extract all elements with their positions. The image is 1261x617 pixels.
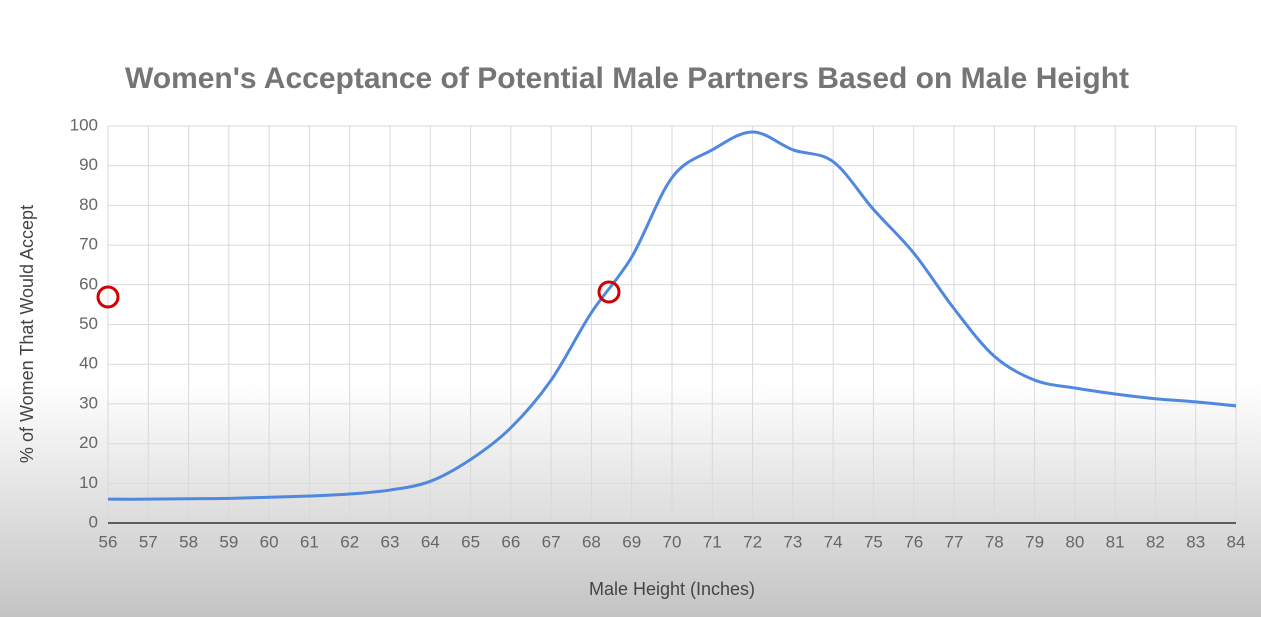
x-tick-label: 77 — [945, 532, 964, 551]
y-tick-label: 40 — [79, 354, 98, 373]
x-tick-label: 57 — [139, 532, 158, 551]
x-tick-label: 72 — [743, 532, 762, 551]
x-tick-label: 58 — [179, 532, 198, 551]
y-tick-label: 50 — [79, 314, 98, 333]
x-tick-label: 60 — [260, 532, 279, 551]
y-tick-label: 80 — [79, 195, 98, 214]
x-tick-label: 75 — [864, 532, 883, 551]
y-tick-label: 10 — [79, 473, 98, 492]
x-tick-label: 81 — [1106, 532, 1125, 551]
x-tick-label: 68 — [582, 532, 601, 551]
x-tick-label: 62 — [340, 532, 359, 551]
y-tick-label: 0 — [89, 512, 98, 531]
x-tick-label: 70 — [663, 532, 682, 551]
x-tick-label: 61 — [300, 532, 319, 551]
x-tick-label: 82 — [1146, 532, 1165, 551]
y-axis-title: % of Women That Would Accept — [17, 205, 37, 463]
x-tick-label: 79 — [1025, 532, 1044, 551]
x-tick-label: 59 — [219, 532, 238, 551]
chart-title: Women's Acceptance of Potential Male Par… — [125, 62, 1129, 95]
highlight-circle — [597, 280, 621, 304]
plot-area: 0 10 20 30 40 50 60 70 80 90 100 56 57 58 59 60 61 62 63 64… — [70, 115, 1246, 551]
y-tick-label: 60 — [79, 274, 98, 293]
x-tick-label: 71 — [703, 532, 722, 551]
x-tick-label: 73 — [783, 532, 802, 551]
x-tick-label: 56 — [99, 532, 118, 551]
x-tick-label: 69 — [622, 532, 641, 551]
y-tick-label: 20 — [79, 433, 98, 452]
y-tick-label: 70 — [79, 235, 98, 254]
y-tick-label: 90 — [79, 155, 98, 174]
x-tick-label: 83 — [1186, 532, 1205, 551]
x-axis-title: Male Height (Inches) — [589, 579, 755, 599]
x-tick-label: 78 — [985, 532, 1004, 551]
x-tick-label: 80 — [1065, 532, 1084, 551]
data-line — [107, 130, 1237, 501]
x-tick-label: 66 — [501, 532, 520, 551]
x-tick-label: 74 — [824, 532, 843, 551]
x-tick-label: 76 — [904, 532, 923, 551]
highlight-circle — [96, 285, 120, 309]
x-tick-label: 64 — [421, 532, 440, 551]
x-tick-label: 63 — [381, 532, 400, 551]
y-tick-label: 100 — [70, 115, 98, 134]
x-tick-label: 67 — [542, 532, 561, 551]
x-tick-label: 65 — [461, 532, 480, 551]
y-tick-label: 30 — [79, 393, 98, 412]
x-tick-label: 84 — [1227, 532, 1246, 551]
